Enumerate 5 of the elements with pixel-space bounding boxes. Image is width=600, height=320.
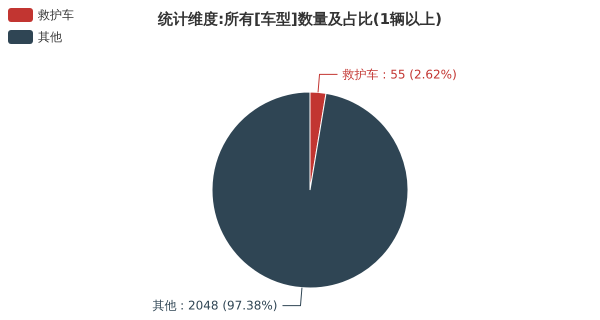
data-label: 其他 : 2048 (97.38%)	[152, 298, 278, 313]
legend-label: 救护车	[37, 8, 74, 22]
legend-label: 其他	[38, 30, 62, 44]
data-label: 救护车 : 55 (2.62%)	[342, 67, 457, 82]
chart-title: 统计维度:所有[车型]数量及占比(1辆以上)	[157, 10, 442, 28]
